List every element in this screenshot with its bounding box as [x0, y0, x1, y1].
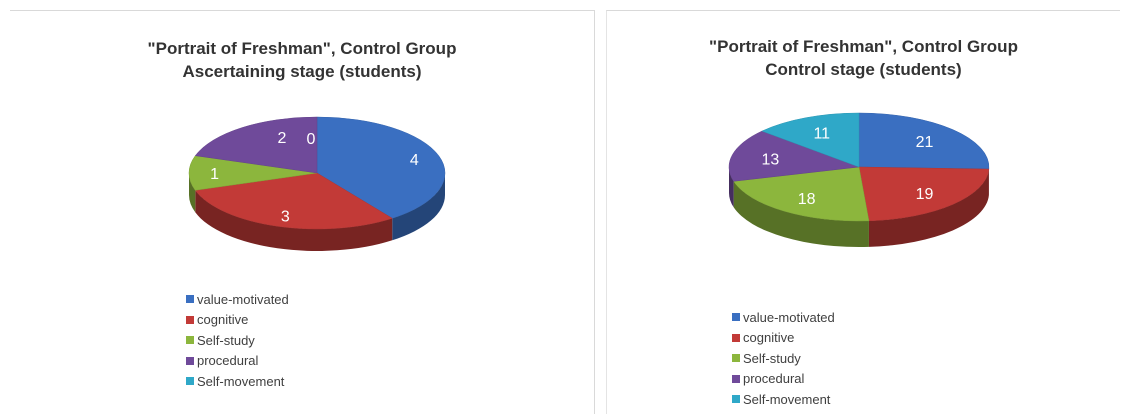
legend-swatch [732, 354, 740, 363]
legend-swatch [186, 295, 194, 304]
chart-title-line-2: Ascertaining stage (students) [182, 62, 422, 81]
legend-label: Self-movement [197, 373, 285, 389]
data-label-value-motivated: 4 [410, 152, 419, 169]
chart-title-line-1: "Portrait of Freshman", Control Group [147, 39, 457, 58]
chart-title: "Portrait of Freshman", Control Group As… [10, 37, 594, 83]
pie-side-walls [189, 173, 445, 252]
legend-label: procedural [743, 371, 805, 387]
chart-legend: value-motivated cognitive Self-study proced… [186, 289, 289, 392]
pie-slice-procedural [728, 130, 860, 182]
data-label-cognitive: 19 [916, 186, 934, 203]
legend-swatch [732, 333, 740, 342]
data-label-self-study: 18 [798, 191, 816, 208]
legend-entry-value-motivated: value-motivated [732, 307, 835, 328]
legend-swatch [186, 336, 194, 345]
data-label-procedural: 13 [761, 151, 779, 168]
legend-swatch [732, 395, 740, 404]
legend-entry-procedural: procedural [732, 369, 835, 390]
chart-title: "Portrait of Freshman", Control Group Co… [607, 35, 1120, 81]
chart-legend: value-motivated cognitive Self-study proced… [732, 307, 835, 410]
data-label-self-movement: 11 [813, 126, 830, 143]
legend-label: cognitive [743, 330, 795, 346]
pie-data-labels: 4 3 1 2 0 [210, 130, 419, 226]
pie-top [728, 112, 990, 222]
pie-data-labels: 21 19 18 13 11 [761, 126, 933, 208]
pie-top [188, 116, 446, 230]
legend-label: Self-movement [743, 391, 831, 407]
legend-swatch [732, 313, 740, 322]
legend-label: value-motivated [197, 291, 289, 307]
chart-title-line-1: "Portrait of Freshman", Control Group [709, 37, 1018, 56]
legend-label: procedural [197, 353, 259, 369]
pie-slice-cognitive [194, 172, 393, 230]
pie-chart-control: 21 19 18 13 11 [728, 112, 990, 247]
legend-entry-procedural: procedural [186, 351, 289, 372]
legend-label: value-motivated [743, 309, 835, 325]
pie-side-value-motivated [392, 173, 445, 241]
legend-entry-cognitive: cognitive [732, 328, 835, 349]
legend-entry-self-movement: Self-movement [186, 371, 289, 392]
legend-label: Self-study [197, 332, 255, 348]
legend-entry-value-motivated: value-motivated [186, 289, 289, 310]
chart-title-line-2: Control stage (students) [765, 60, 962, 79]
pie-slice-self-movement [761, 112, 860, 168]
pie-slice-value-motivated [858, 112, 990, 170]
legend-swatch [732, 374, 740, 383]
legend-swatch [186, 356, 194, 365]
pie-side-procedural [729, 167, 734, 208]
chart-panel-control: "Portrait of Freshman", Control Group Co… [606, 10, 1120, 414]
pie-slice-cognitive [858, 166, 990, 222]
pie-slice-self-study [733, 166, 870, 222]
legend-entry-cognitive: cognitive [186, 310, 289, 331]
data-label-self-movement: 0 [307, 131, 316, 148]
pie-side-cognitive [195, 190, 393, 252]
data-label-self-study: 1 [210, 166, 219, 183]
pie-slice-self-study [188, 155, 318, 191]
pie-side-walls [729, 167, 989, 247]
pie-side-cognitive [868, 169, 989, 247]
data-label-procedural: 2 [278, 130, 287, 147]
pie-side-self-study [733, 181, 869, 247]
legend-label: Self-study [743, 350, 801, 366]
legend-swatch [186, 315, 194, 324]
legend-entry-self-movement: Self-movement [732, 389, 835, 410]
chart-panel-ascertaining: "Portrait of Freshman", Control Group As… [10, 10, 595, 414]
pie-slice-procedural [194, 116, 318, 174]
legend-entry-self-study: Self-study [186, 330, 289, 351]
legend-entry-self-study: Self-study [732, 348, 835, 369]
data-label-cognitive: 3 [281, 209, 290, 226]
pie-slice-value-motivated [316, 116, 446, 219]
legend-swatch [186, 377, 194, 386]
pie-side-self-study [189, 173, 196, 213]
data-label-value-motivated: 21 [916, 134, 934, 151]
pie-chart-ascertaining: 4 3 1 2 0 [188, 116, 446, 252]
legend-label: cognitive [197, 312, 249, 328]
